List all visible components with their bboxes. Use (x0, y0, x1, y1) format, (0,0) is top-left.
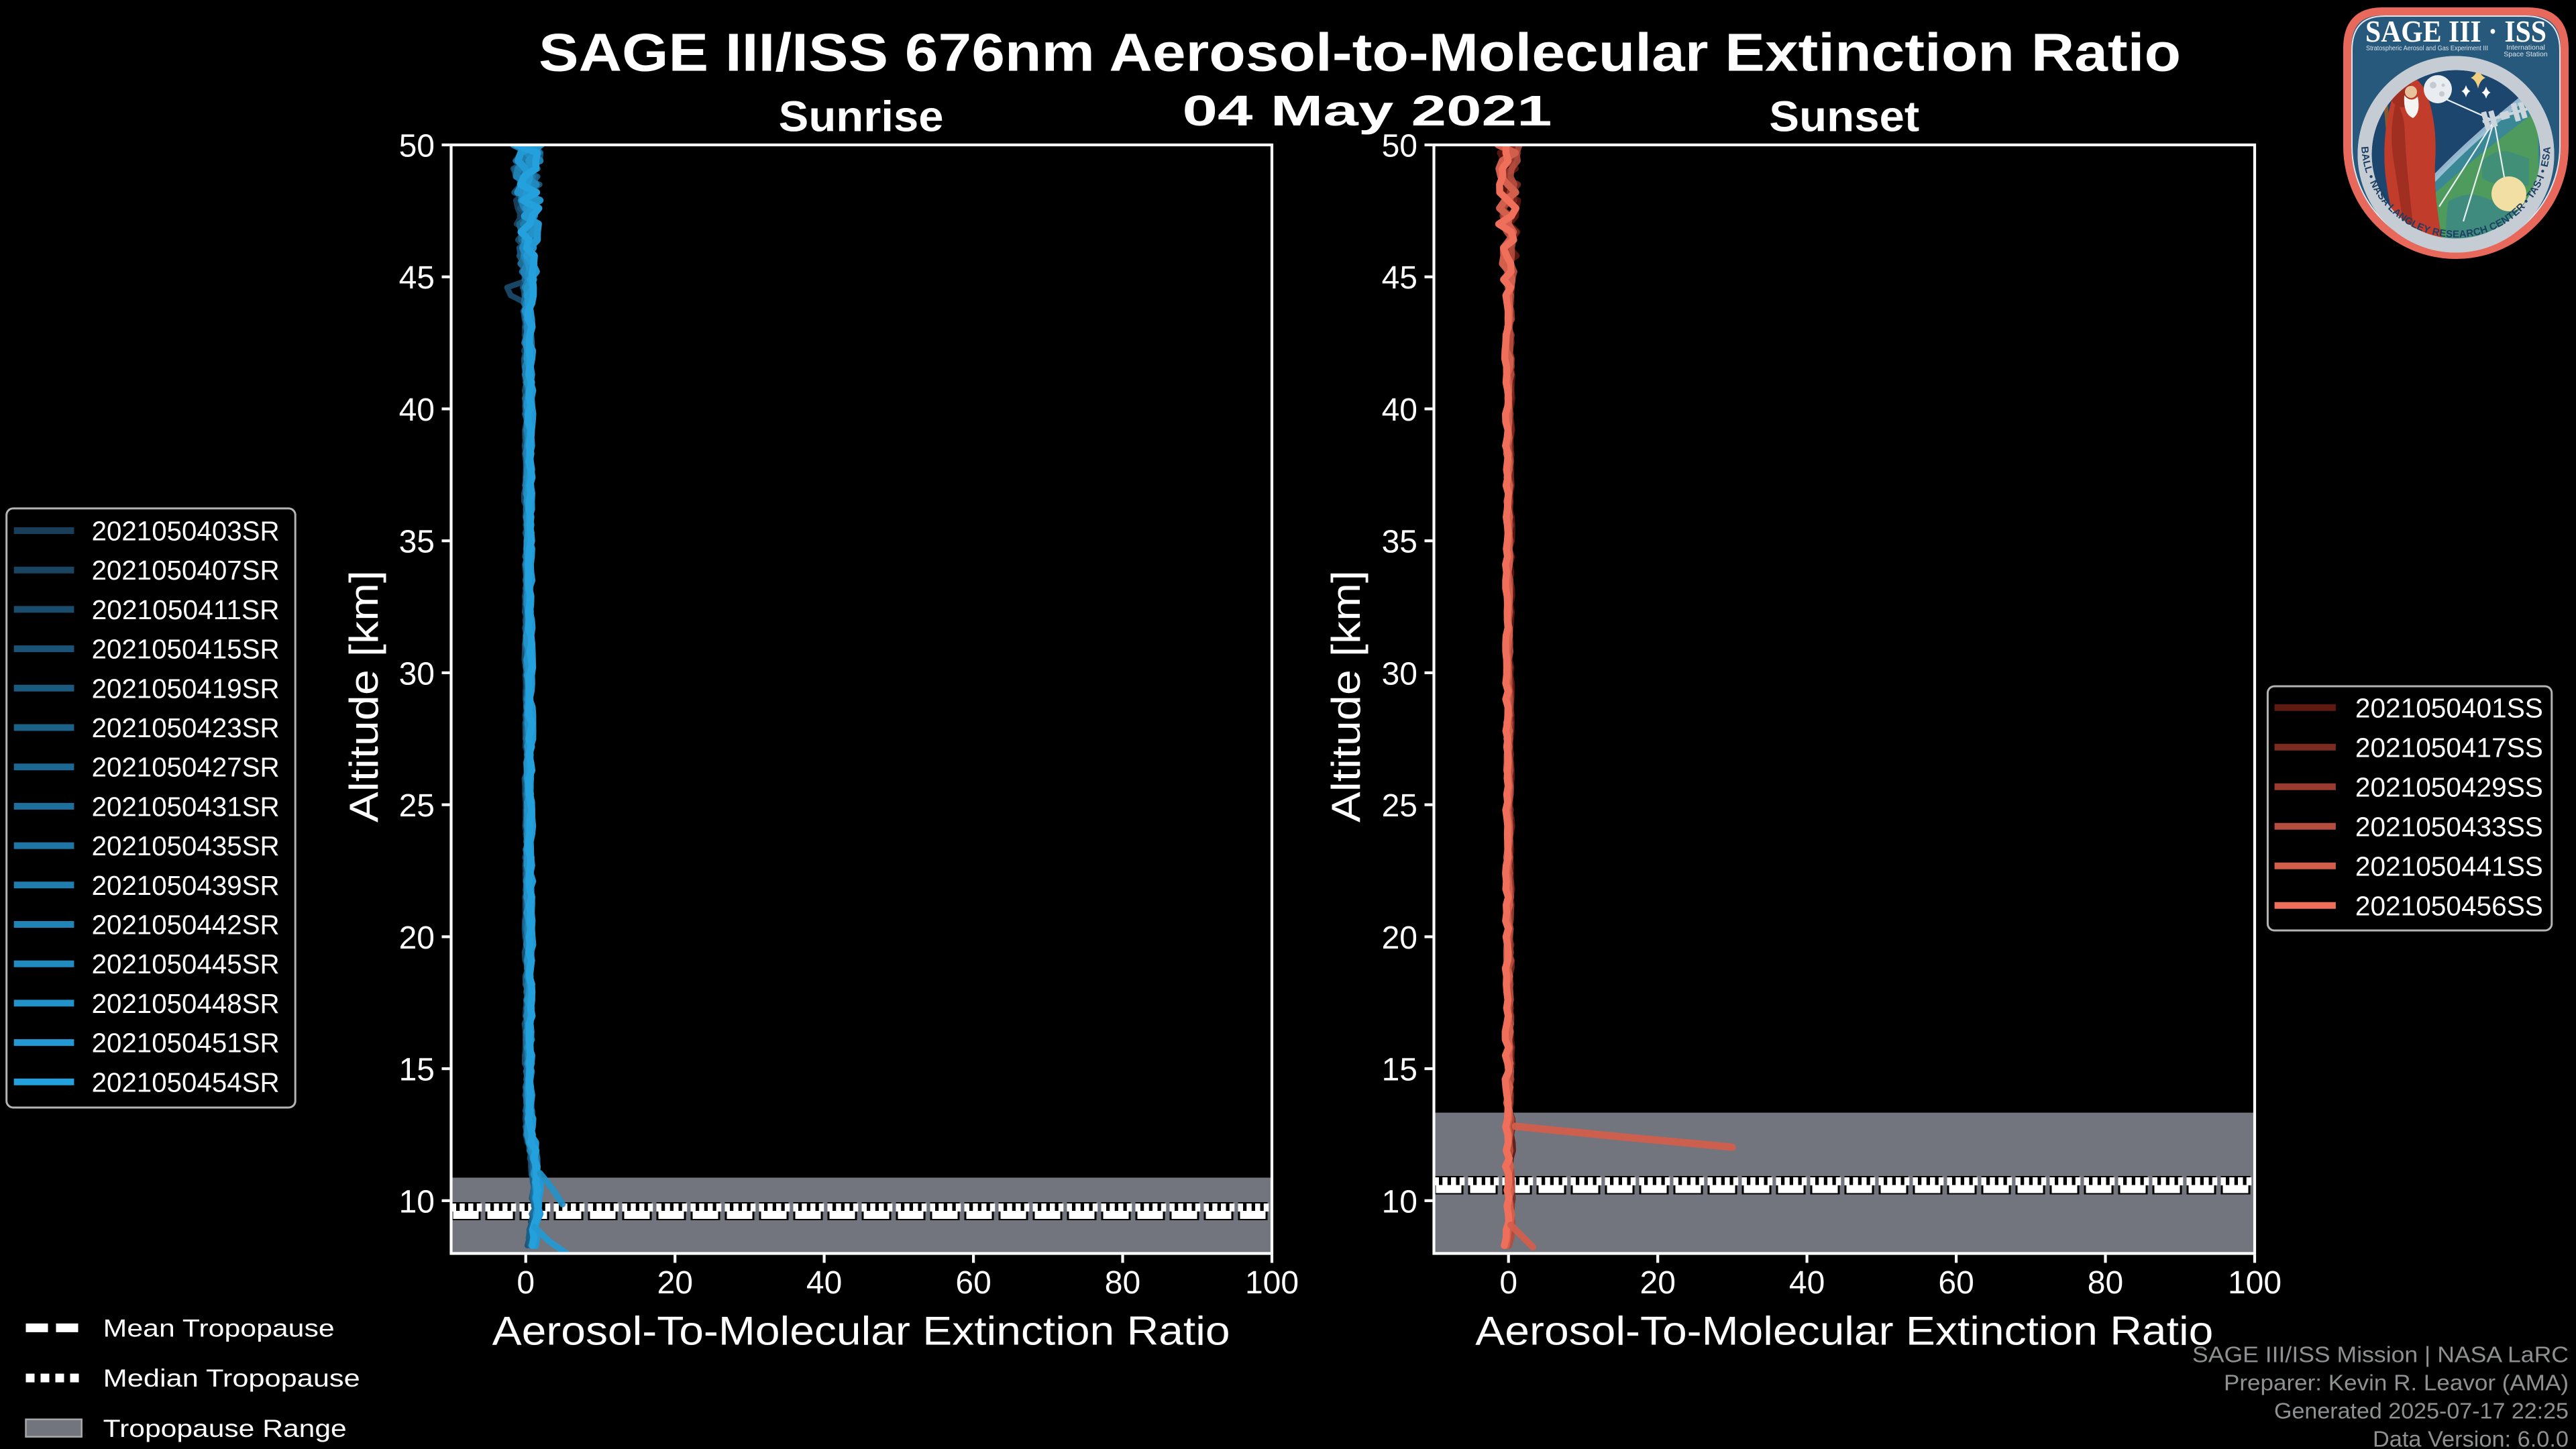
svg-text:2021050423SR: 2021050423SR (92, 712, 280, 743)
svg-text:50: 50 (399, 129, 435, 164)
svg-text:35: 35 (399, 525, 435, 560)
svg-text:35: 35 (1382, 525, 1417, 560)
svg-text:04 May 2021: 04 May 2021 (1183, 87, 1552, 135)
svg-text:2021050427SR: 2021050427SR (92, 752, 280, 783)
svg-text:50: 50 (1382, 129, 1417, 164)
svg-text:45: 45 (1382, 260, 1417, 296)
svg-text:60: 60 (955, 1265, 991, 1301)
svg-text:Tropopause Range: Tropopause Range (103, 1415, 347, 1442)
svg-text:30: 30 (1382, 656, 1417, 692)
svg-text:2021050456SS: 2021050456SS (2355, 890, 2543, 921)
svg-text:SAGE III/ISS 676nm Aerosol-to-: SAGE III/ISS 676nm Aerosol-to-Molecular … (539, 22, 2181, 82)
svg-text:20: 20 (1640, 1265, 1676, 1301)
svg-text:2021050401SS: 2021050401SS (2355, 692, 2543, 723)
svg-text:2021050439SR: 2021050439SR (92, 870, 280, 901)
svg-text:2021050442SR: 2021050442SR (92, 910, 280, 941)
svg-text:Preparer: Kevin R. Leavor (AMA: Preparer: Kevin R. Leavor (AMA) (2224, 1371, 2569, 1396)
svg-text:SAGE III · ISS: SAGE III · ISS (2365, 14, 2546, 48)
svg-text:15: 15 (1382, 1053, 1417, 1088)
svg-text:60: 60 (1938, 1265, 1974, 1301)
svg-text:Altitude [km]: Altitude [km] (1324, 570, 1368, 822)
svg-text:2021050407SR: 2021050407SR (92, 555, 280, 586)
svg-text:2021050419SR: 2021050419SR (92, 673, 280, 704)
svg-text:Mean Tropopause: Mean Tropopause (103, 1314, 335, 1342)
svg-text:2021050429SS: 2021050429SS (2355, 771, 2543, 802)
svg-text:40: 40 (806, 1265, 842, 1301)
svg-text:Stratospheric Aerosol and Gas: Stratospheric Aerosol and Gas Experiment… (2366, 45, 2488, 52)
svg-text:40: 40 (1789, 1265, 1825, 1301)
svg-text:20: 20 (1382, 920, 1417, 956)
svg-text:2021050445SR: 2021050445SR (92, 949, 280, 979)
svg-text:2021050451SR: 2021050451SR (92, 1028, 280, 1059)
svg-text:Sunrise: Sunrise (779, 93, 944, 141)
svg-text:20: 20 (399, 920, 435, 956)
svg-text:Altitude [km]: Altitude [km] (341, 570, 386, 822)
svg-text:Sunset: Sunset (1769, 93, 1919, 141)
svg-text:2021050417SS: 2021050417SS (2355, 732, 2543, 763)
svg-text:2021050448SR: 2021050448SR (92, 988, 280, 1019)
svg-text:25: 25 (1382, 788, 1417, 824)
svg-text:Data Version: 6.0.0: Data Version: 6.0.0 (2373, 1428, 2569, 1449)
svg-text:40: 40 (1382, 392, 1417, 428)
svg-text:45: 45 (399, 260, 435, 296)
svg-text:SAGE III/ISS Mission | NASA La: SAGE III/ISS Mission | NASA LaRC (2192, 1343, 2569, 1368)
svg-text:2021050411SR: 2021050411SR (92, 594, 280, 625)
svg-text:2021050415SR: 2021050415SR (92, 634, 280, 665)
svg-text:2021050431SR: 2021050431SR (92, 791, 280, 822)
svg-text:10: 10 (399, 1184, 435, 1220)
svg-text:Median Tropopause: Median Tropopause (103, 1364, 360, 1392)
svg-text:10: 10 (1382, 1184, 1417, 1220)
svg-text:2021050403SR: 2021050403SR (92, 516, 280, 547)
svg-text:2021050441SS: 2021050441SS (2355, 851, 2543, 881)
svg-text:International: International (2506, 44, 2545, 52)
svg-text:Generated 2025-07-17 22:25: Generated 2025-07-17 22:25 (2274, 1399, 2569, 1424)
svg-text:20: 20 (657, 1265, 693, 1301)
svg-text:15: 15 (399, 1053, 435, 1088)
svg-text:25: 25 (399, 788, 435, 824)
svg-text:80: 80 (2088, 1265, 2123, 1301)
svg-text:Space Station: Space Station (2504, 50, 2548, 58)
svg-text:0: 0 (1499, 1265, 1517, 1301)
svg-text:100: 100 (2228, 1265, 2282, 1301)
svg-text:40: 40 (399, 392, 435, 428)
svg-text:2021050435SR: 2021050435SR (92, 830, 280, 861)
svg-text:30: 30 (399, 656, 435, 692)
svg-text:Aerosol-To-Molecular Extinctio: Aerosol-To-Molecular Extinction Ratio (1475, 1309, 2213, 1354)
svg-text:0: 0 (517, 1265, 535, 1301)
svg-text:2021050454SR: 2021050454SR (92, 1067, 280, 1097)
svg-text:Aerosol-To-Molecular Extinctio: Aerosol-To-Molecular Extinction Ratio (492, 1309, 1230, 1354)
svg-text:100: 100 (1245, 1265, 1299, 1301)
svg-text:2021050433SS: 2021050433SS (2355, 811, 2543, 842)
svg-text:80: 80 (1105, 1265, 1140, 1301)
